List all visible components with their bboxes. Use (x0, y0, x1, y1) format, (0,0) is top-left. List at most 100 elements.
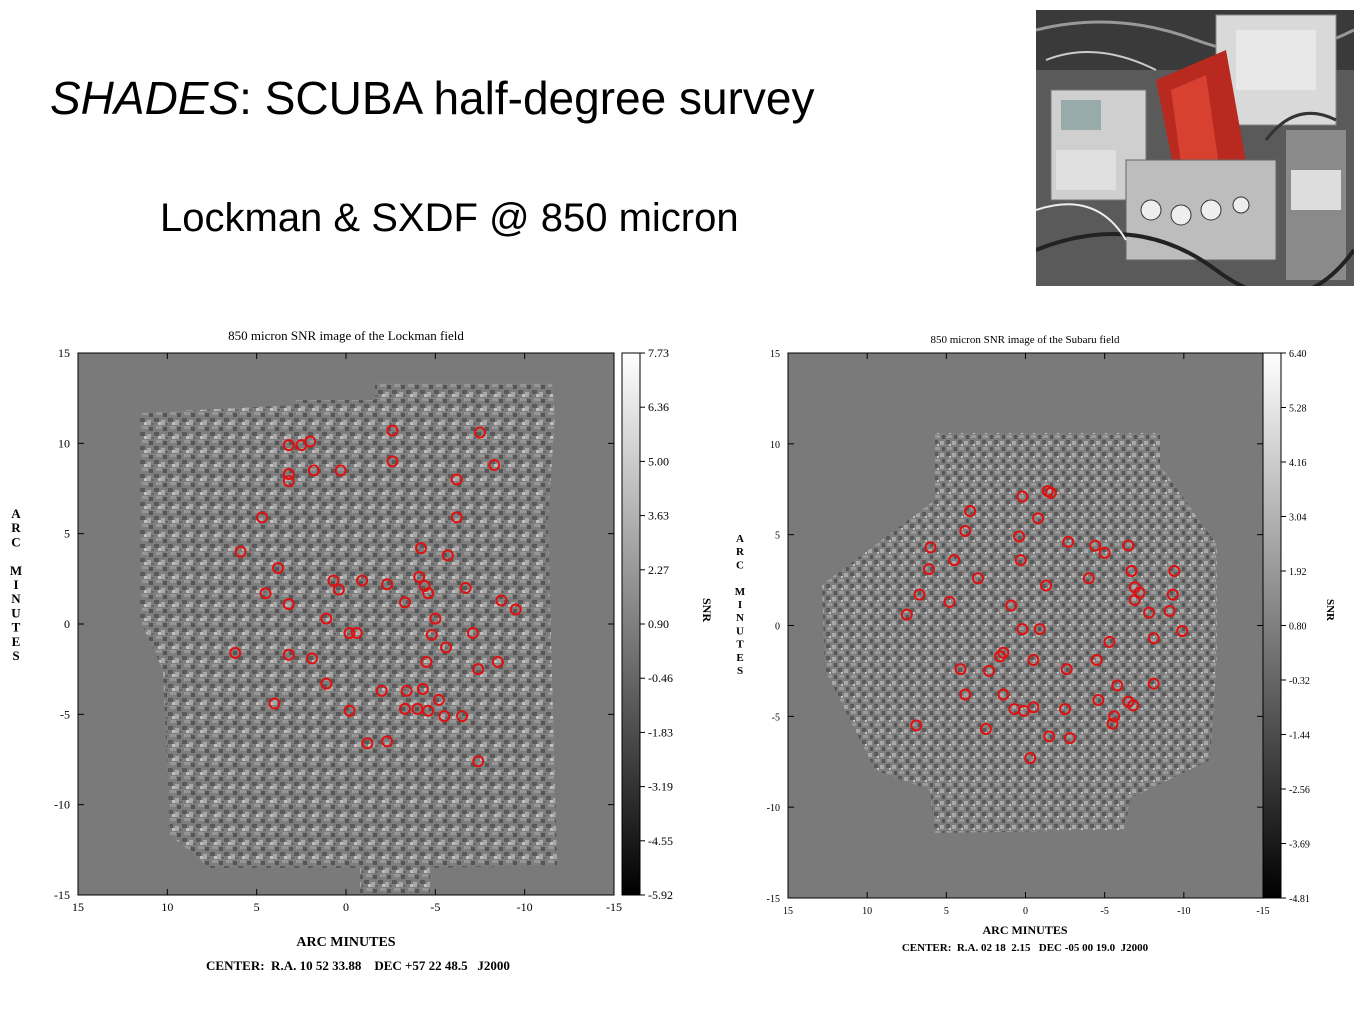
y-tick-label: -5 (772, 712, 780, 723)
source-marker (1043, 730, 1056, 743)
source-marker (495, 594, 508, 607)
y-tick-label: 10 (770, 440, 780, 451)
source-marker (997, 688, 1010, 701)
telescope-instrument-photo (1036, 10, 1354, 286)
colorbar-tick-label: 6.40 (1289, 349, 1307, 360)
source-marker (1082, 572, 1095, 585)
source-marker (1063, 732, 1076, 745)
source-marker (304, 435, 317, 448)
source-marker (413, 571, 426, 584)
lockman-snr-chart: 850 micron SNR image of the Lockman fiel… (10, 328, 714, 973)
source-marker (400, 684, 413, 697)
colorbar (1262, 352, 1282, 899)
colorbar-tick-label: 0.80 (1289, 622, 1307, 633)
source-marker (1128, 594, 1141, 607)
subaru-snr-chart: 850 micron SNR image of the Subaru field… (735, 334, 1336, 954)
colorbar-tick-label: -4.81 (1289, 894, 1310, 905)
source-marker (1103, 635, 1116, 648)
source-marker (1176, 624, 1189, 637)
colorbar-tick-label: 0.90 (648, 617, 669, 631)
source-marker (948, 554, 961, 567)
source-marker (343, 704, 356, 717)
colorbar-tick-label: -0.32 (1289, 676, 1310, 687)
x-tick-label: 15 (72, 900, 84, 914)
y-axis-label-letter: N (736, 612, 744, 624)
source-marker (1147, 677, 1160, 690)
y-axis-label-letter: I (738, 599, 742, 611)
source-marker (900, 608, 913, 621)
chart-title: 850 micron SNR image of the Subaru field (930, 334, 1120, 346)
y-tick-label: 10 (58, 436, 70, 450)
y-axis-label-letter: C (736, 559, 744, 571)
source-marker (1147, 632, 1160, 645)
y-tick-label: 0 (64, 617, 70, 631)
x-tick-label: 0 (343, 900, 349, 914)
y-tick-label: 15 (770, 349, 780, 360)
source-marker (450, 473, 463, 486)
y-tick-label: -15 (54, 888, 70, 902)
x-tick-label: 5 (944, 906, 949, 917)
source-marker (327, 574, 340, 587)
source-marker (356, 574, 369, 587)
colorbar-tick-label: -1.83 (648, 725, 673, 739)
x-tick-label: 0 (1023, 906, 1028, 917)
source-marker (1014, 554, 1027, 567)
x-tick-label: -10 (1177, 906, 1190, 917)
source-marker (259, 587, 272, 600)
source-marker (1089, 539, 1102, 552)
source-marker (422, 587, 435, 600)
source-marker (1122, 539, 1135, 552)
y-axis-label-letter: N (11, 591, 21, 606)
source-marker (910, 719, 923, 732)
source-marker (983, 664, 996, 677)
source-marker (256, 511, 269, 524)
title-rest: : SCUBA half-degree survey (239, 72, 815, 124)
source-marker (282, 475, 295, 488)
colorbar-tick-label: 4.16 (1289, 458, 1307, 469)
source-marker (466, 627, 479, 640)
source-marker (229, 646, 242, 659)
colorbar-tick-label: 5.28 (1289, 404, 1307, 415)
source-marker (1032, 512, 1045, 525)
source-marker (1098, 546, 1111, 559)
colorbar-tick-label: -4.55 (648, 834, 673, 848)
source-marker (1090, 654, 1103, 667)
source-marker (959, 688, 972, 701)
source-marker (1027, 654, 1040, 667)
source-marker (1033, 623, 1046, 636)
source-marker (307, 464, 320, 477)
x-tick-label: 10 (161, 900, 173, 914)
colorbar-tick-label: 2.27 (648, 563, 669, 577)
x-tick-label: -5 (1100, 906, 1108, 917)
source-marker (441, 549, 454, 562)
source-marker (432, 693, 445, 706)
colorbar-tick-label: -2.56 (1289, 785, 1310, 796)
source-marker (381, 735, 394, 748)
source-marker (415, 542, 428, 555)
colorbar-tick-label: 5.00 (648, 454, 669, 468)
y-tick-label: -10 (54, 798, 70, 812)
source-marker (361, 737, 374, 750)
y-axis-label-letter: M (10, 563, 22, 578)
source-marker (472, 755, 485, 768)
colorbar-label: SNR (1324, 599, 1336, 622)
source-marker (450, 511, 463, 524)
y-tick-label: 5 (775, 531, 780, 542)
y-tick-label: 0 (775, 622, 780, 633)
center-coords: CENTER: R.A. 02 18 2.15 DEC -05 00 19.0 … (902, 942, 1149, 954)
source-marker (320, 677, 333, 690)
source-marker (1059, 703, 1072, 716)
source-marker (440, 641, 453, 654)
source-marker (1168, 565, 1181, 577)
source-marker (1143, 606, 1155, 619)
x-tick-label: -15 (1256, 906, 1269, 917)
source-marker (1017, 704, 1030, 717)
source-marker (1127, 699, 1140, 712)
source-marker (972, 572, 984, 585)
colorbar-tick-label: -3.19 (648, 780, 673, 794)
source-marker (924, 541, 937, 554)
y-tick-label: -15 (767, 894, 780, 905)
y-axis-label-letter: M (735, 586, 746, 598)
source-marker (979, 723, 992, 736)
y-axis-label-letter: U (736, 625, 744, 637)
